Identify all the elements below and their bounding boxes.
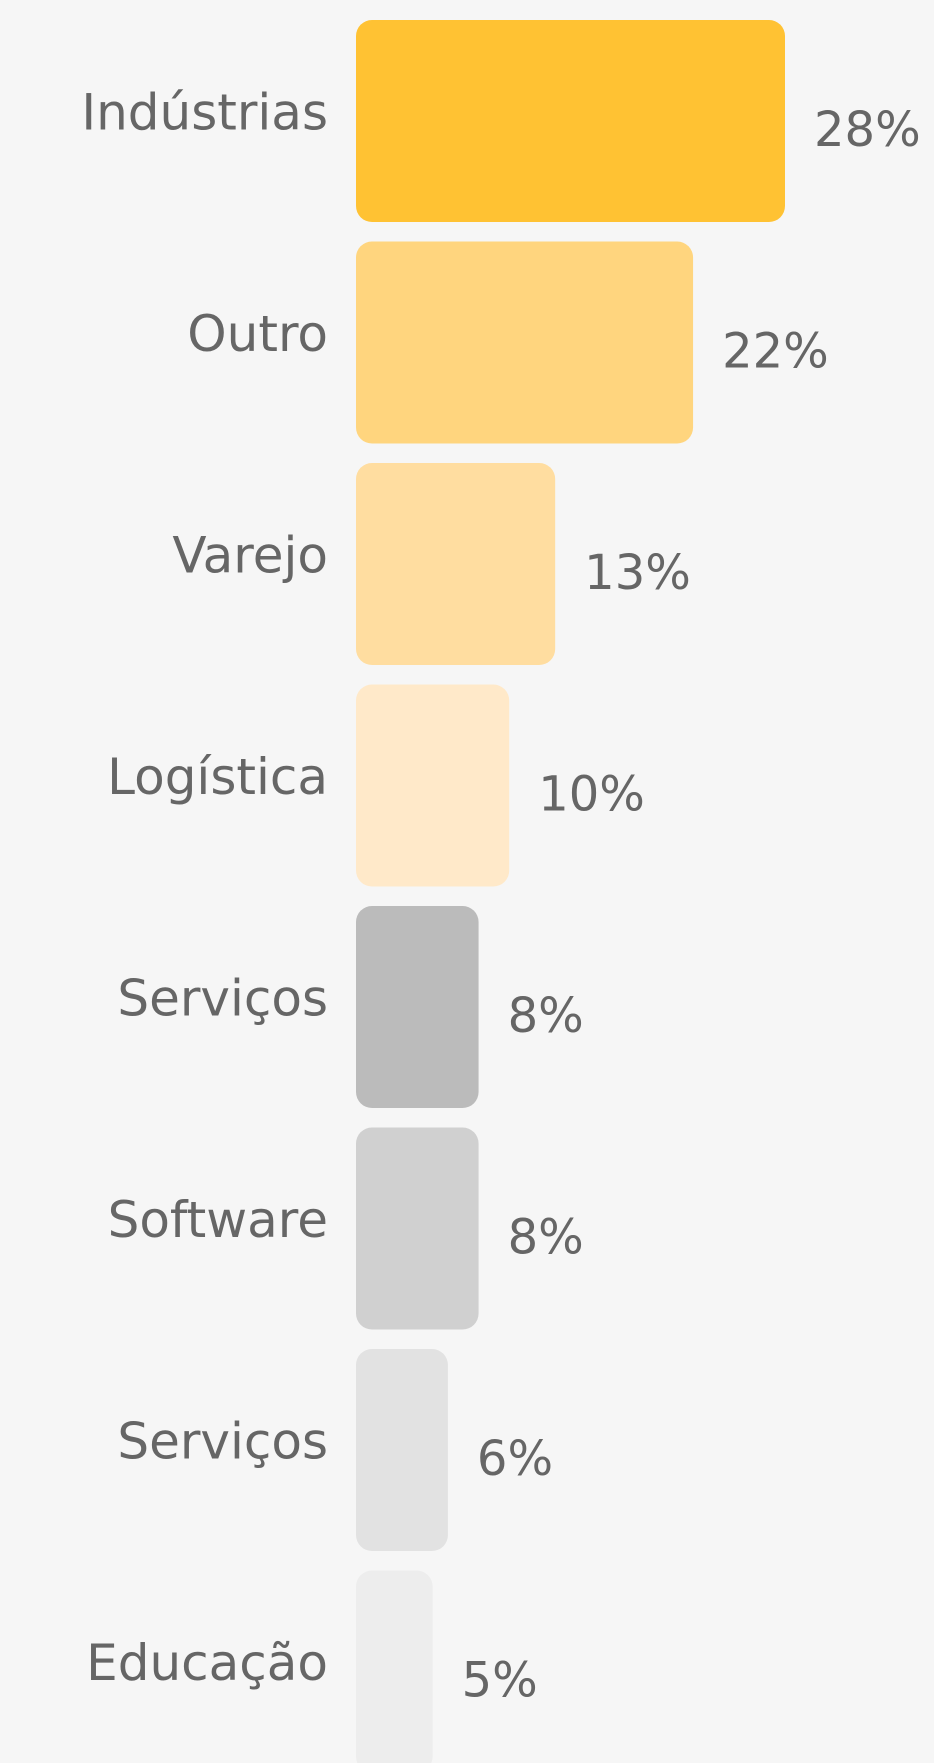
- bar: [356, 1127, 479, 1330]
- bar: [356, 1349, 448, 1551]
- category-label: Varejo: [172, 527, 328, 585]
- bar: [356, 463, 556, 665]
- bar: [356, 906, 479, 1108]
- bar: [356, 1570, 433, 1763]
- category-label: Software: [108, 1191, 328, 1249]
- category-label: Serviços: [117, 970, 328, 1028]
- value-label: 13%: [584, 545, 691, 601]
- category-label: Serviços: [117, 1413, 328, 1471]
- category-label: Educação: [86, 1634, 328, 1692]
- value-label: 22%: [722, 324, 829, 380]
- category-label: Outro: [187, 305, 328, 363]
- value-label: 8%: [508, 1210, 584, 1266]
- category-label: Indústrias: [81, 84, 328, 142]
- bar: [356, 684, 510, 887]
- value-label: 8%: [508, 988, 584, 1044]
- category-label: Logística: [107, 748, 328, 806]
- value-label: 28%: [814, 102, 921, 158]
- value-label: 10%: [538, 767, 645, 823]
- bar: [356, 241, 694, 444]
- value-label: 6%: [477, 1431, 553, 1487]
- value-label: 5%: [462, 1653, 538, 1709]
- bar: [356, 20, 785, 222]
